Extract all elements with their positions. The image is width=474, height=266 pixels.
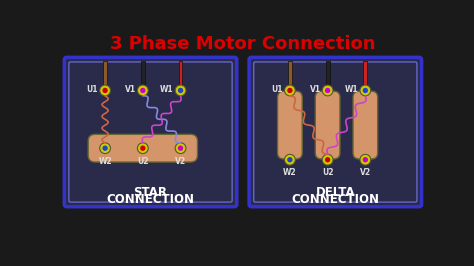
Circle shape bbox=[360, 85, 371, 96]
FancyBboxPatch shape bbox=[353, 91, 378, 159]
Text: CONNECTION: CONNECTION bbox=[107, 193, 194, 206]
Circle shape bbox=[363, 157, 368, 163]
Text: W1: W1 bbox=[160, 85, 173, 94]
Circle shape bbox=[140, 146, 146, 151]
Circle shape bbox=[284, 154, 295, 165]
Circle shape bbox=[287, 88, 292, 93]
FancyBboxPatch shape bbox=[64, 57, 237, 207]
Circle shape bbox=[178, 146, 183, 151]
Circle shape bbox=[102, 88, 108, 93]
Text: V1: V1 bbox=[125, 85, 136, 94]
Bar bbox=[141, 61, 145, 85]
Circle shape bbox=[100, 143, 110, 153]
Bar bbox=[288, 61, 292, 85]
FancyBboxPatch shape bbox=[249, 57, 421, 207]
Bar bbox=[103, 61, 107, 85]
Bar bbox=[179, 61, 182, 85]
Circle shape bbox=[175, 143, 186, 153]
Bar bbox=[364, 61, 367, 85]
Circle shape bbox=[363, 88, 368, 93]
Circle shape bbox=[137, 85, 148, 96]
Text: W2: W2 bbox=[283, 168, 297, 177]
Text: V2: V2 bbox=[175, 157, 186, 166]
Circle shape bbox=[100, 85, 110, 96]
FancyBboxPatch shape bbox=[315, 91, 340, 159]
Circle shape bbox=[287, 157, 292, 163]
Text: U1: U1 bbox=[87, 85, 98, 94]
Text: V2: V2 bbox=[360, 168, 371, 177]
Text: U2: U2 bbox=[137, 157, 148, 166]
Text: CONNECTION: CONNECTION bbox=[292, 193, 379, 206]
Circle shape bbox=[102, 146, 108, 151]
Text: V1: V1 bbox=[310, 85, 321, 94]
FancyBboxPatch shape bbox=[278, 91, 302, 159]
Text: STAR: STAR bbox=[134, 186, 167, 199]
Text: DELTA: DELTA bbox=[316, 186, 355, 199]
Circle shape bbox=[140, 88, 146, 93]
Circle shape bbox=[325, 88, 330, 93]
Text: U2: U2 bbox=[322, 168, 333, 177]
Bar bbox=[326, 61, 329, 85]
Text: W1: W1 bbox=[345, 85, 358, 94]
Circle shape bbox=[175, 85, 186, 96]
Circle shape bbox=[284, 85, 295, 96]
Text: 3 Phase Motor Connection: 3 Phase Motor Connection bbox=[110, 35, 376, 53]
Circle shape bbox=[322, 154, 333, 165]
Circle shape bbox=[322, 85, 333, 96]
Circle shape bbox=[325, 157, 330, 163]
Circle shape bbox=[178, 88, 183, 93]
Circle shape bbox=[360, 154, 371, 165]
Text: U1: U1 bbox=[272, 85, 283, 94]
Circle shape bbox=[137, 143, 148, 153]
Text: W2: W2 bbox=[98, 157, 112, 166]
FancyBboxPatch shape bbox=[88, 134, 198, 162]
